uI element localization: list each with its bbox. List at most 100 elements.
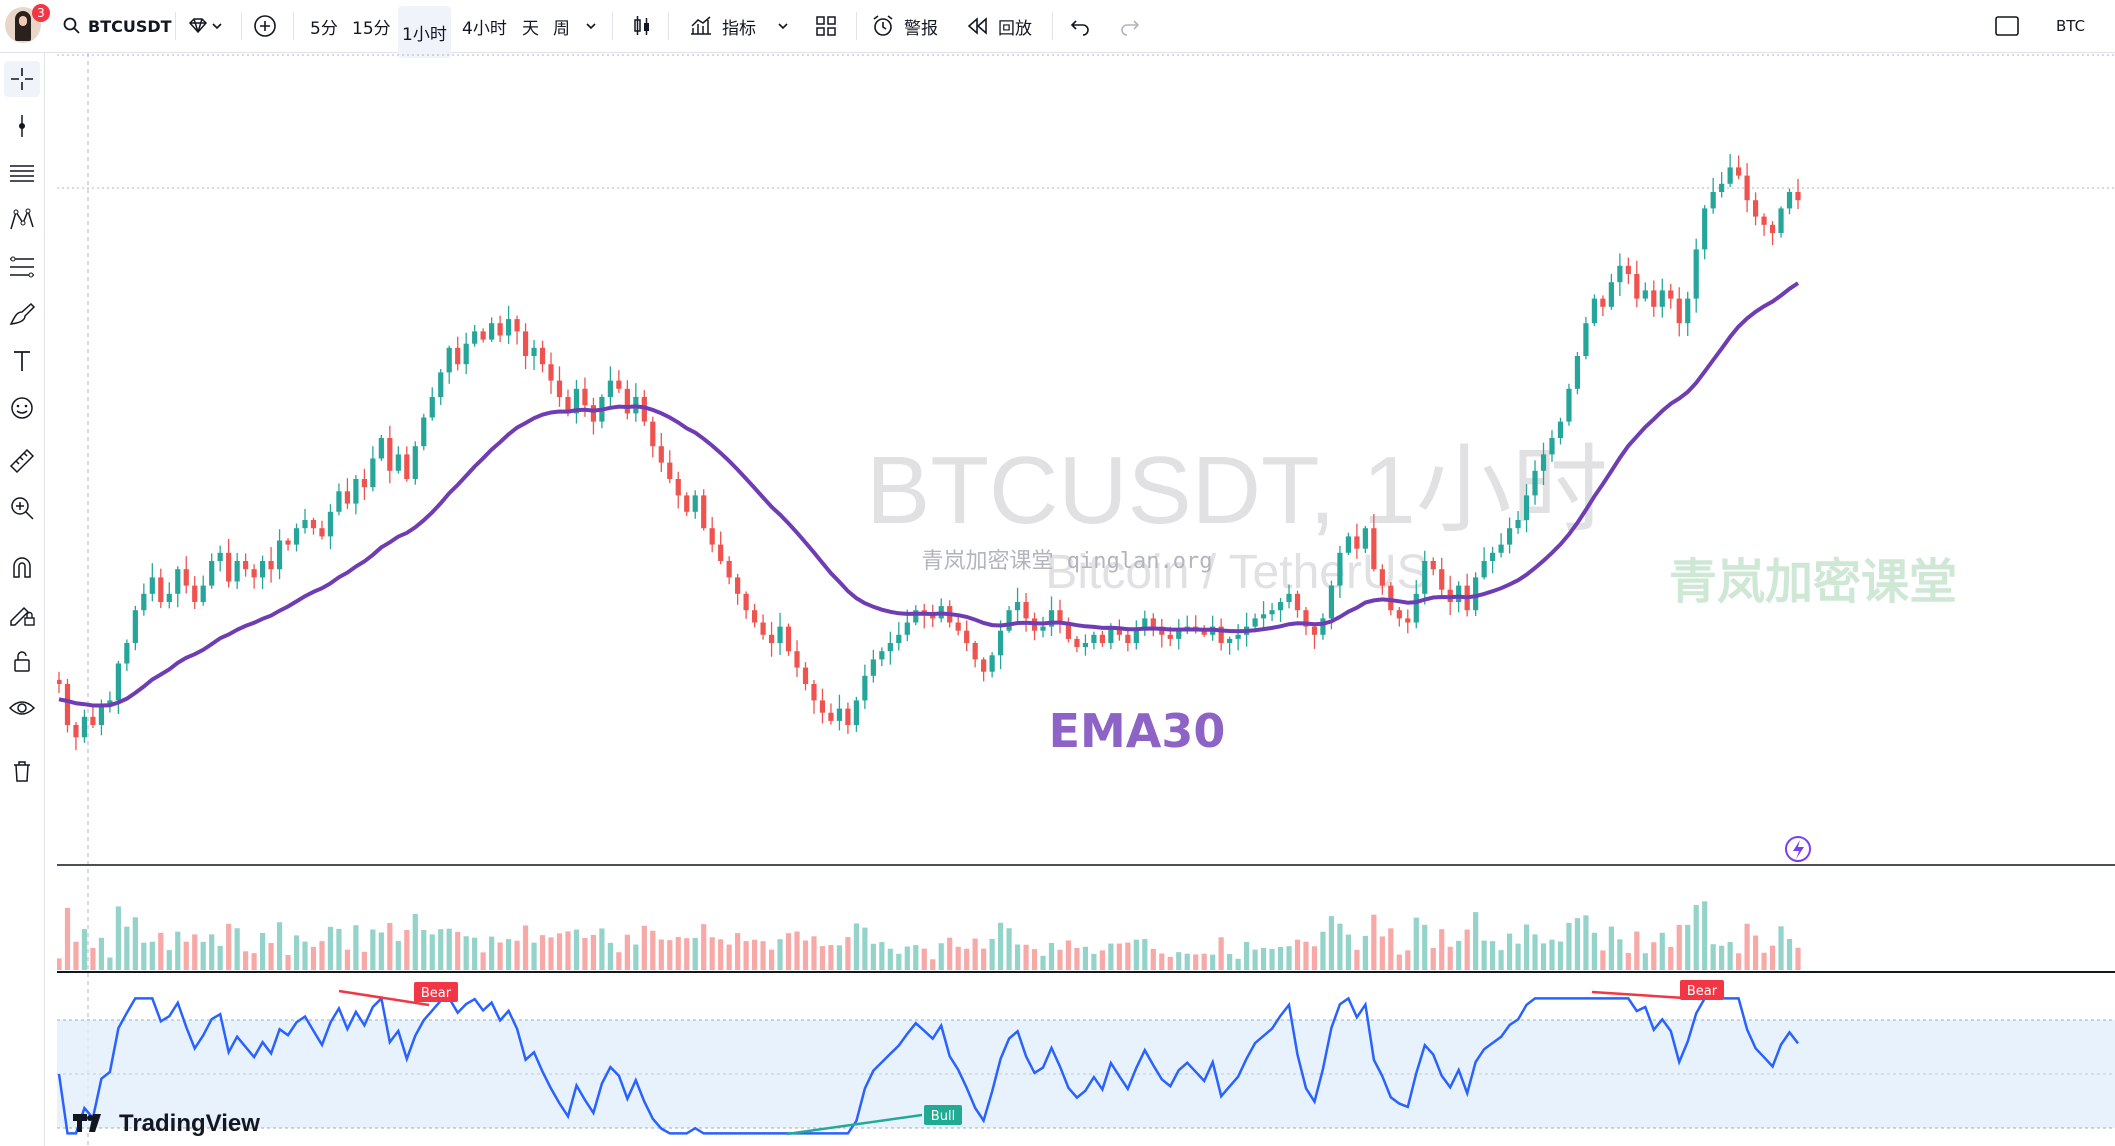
ruler-tool[interactable] bbox=[4, 443, 40, 479]
watermark-title: BTCUSDT, 1小时 bbox=[866, 437, 1607, 544]
candle-body bbox=[124, 643, 130, 664]
volume-bar bbox=[1540, 943, 1547, 970]
pattern-tool[interactable] bbox=[4, 202, 40, 238]
volume-bar bbox=[243, 951, 249, 970]
candle-body bbox=[446, 347, 452, 373]
undo-icon bbox=[1070, 20, 1089, 36]
timeframe-5m[interactable]: 5分 bbox=[310, 18, 338, 39]
visibility-tool[interactable] bbox=[4, 690, 40, 726]
volume-bar bbox=[1006, 928, 1012, 970]
candle-body bbox=[192, 585, 198, 602]
volume-bar bbox=[1150, 948, 1156, 970]
timeframe-day[interactable]: 天 bbox=[522, 18, 539, 39]
candle-body bbox=[1702, 208, 1708, 250]
text-tool[interactable] bbox=[4, 343, 40, 379]
volume-bar bbox=[1260, 947, 1267, 970]
tradingview-logo[interactable]: TradingView bbox=[73, 1110, 260, 1137]
candle-body bbox=[387, 438, 393, 471]
candle-body bbox=[726, 561, 732, 578]
candle-body bbox=[234, 561, 240, 582]
volume-bar bbox=[1659, 932, 1665, 970]
volume-bar bbox=[421, 929, 427, 970]
cursor-tool[interactable] bbox=[4, 108, 40, 144]
candle-body bbox=[1379, 569, 1385, 586]
undo-button[interactable] bbox=[1068, 0, 1092, 52]
indicators-button[interactable]: 指标 bbox=[688, 0, 790, 52]
candle-body bbox=[1108, 626, 1114, 643]
emoji-tool[interactable] bbox=[4, 390, 40, 426]
candle-body bbox=[539, 347, 546, 365]
tradingview-text: TradingView bbox=[119, 1110, 260, 1137]
search-icon bbox=[63, 17, 80, 34]
volume-bar bbox=[336, 928, 342, 970]
candle-body bbox=[1218, 626, 1224, 643]
candle-body bbox=[1065, 622, 1072, 639]
candle-body bbox=[327, 511, 334, 537]
candle-body bbox=[743, 593, 749, 611]
candle-body bbox=[1710, 192, 1716, 209]
candle-body bbox=[1786, 192, 1793, 209]
volume-bar bbox=[1371, 914, 1377, 970]
candle-body bbox=[344, 491, 351, 504]
candle-body bbox=[429, 397, 435, 418]
redo-button[interactable] bbox=[1118, 0, 1142, 52]
lightning-icon[interactable] bbox=[1785, 836, 1811, 862]
crosshair-tool[interactable] bbox=[4, 61, 40, 97]
timeframe-4h[interactable]: 4小时 bbox=[462, 18, 507, 39]
timeframe-1h[interactable]: 1小时 bbox=[398, 6, 451, 58]
chart-area[interactable]: BTCUSDT, 1小时 Bitcoin / TetherUS 青岚加密课堂 q… bbox=[57, 53, 2115, 1146]
compare-button[interactable] bbox=[252, 0, 278, 52]
volume-bar bbox=[1099, 950, 1105, 970]
candle-body bbox=[472, 331, 478, 344]
candle-body bbox=[548, 364, 554, 381]
fib-tool[interactable] bbox=[4, 249, 40, 285]
brush-tool[interactable] bbox=[4, 296, 40, 332]
volume-bar bbox=[259, 932, 266, 970]
candle-body bbox=[1362, 528, 1368, 549]
drawing-toolbar bbox=[0, 53, 45, 1146]
candle-body bbox=[1515, 520, 1521, 529]
candle-body bbox=[616, 380, 622, 389]
volume-bar bbox=[438, 929, 444, 970]
currency-label[interactable]: BTC bbox=[2056, 17, 2086, 35]
candle-body bbox=[395, 454, 401, 471]
volume-bar bbox=[870, 943, 876, 970]
symbol-search[interactable]: BTCUSDT bbox=[62, 0, 172, 52]
bear-divergence-line-1 bbox=[338, 989, 430, 1007]
volume-bar bbox=[1413, 917, 1419, 970]
layout-button[interactable] bbox=[814, 0, 838, 52]
trash-tool[interactable] bbox=[4, 753, 40, 789]
fullscreen-button[interactable] bbox=[1994, 0, 2020, 52]
candle-body bbox=[1345, 536, 1352, 553]
timeframe-week[interactable]: 周 bbox=[553, 18, 570, 39]
volume-bar bbox=[1617, 939, 1623, 970]
chart-type-button[interactable] bbox=[630, 0, 654, 52]
magnet-tool[interactable] bbox=[4, 549, 40, 585]
magnet-icon bbox=[13, 557, 31, 578]
lock-drawing-tool[interactable] bbox=[4, 596, 40, 632]
volume-bar bbox=[964, 948, 970, 970]
timeframe-dropdown[interactable] bbox=[584, 0, 598, 52]
alert-button[interactable]: 警报 bbox=[870, 0, 938, 52]
trendline-tool[interactable] bbox=[4, 155, 40, 191]
volume-bar bbox=[166, 950, 172, 970]
candle-body bbox=[1481, 561, 1487, 578]
timeframe-15m[interactable]: 15分 bbox=[352, 18, 391, 39]
volume-bar bbox=[73, 941, 79, 970]
volume-bar bbox=[981, 948, 987, 970]
replay-button[interactable]: 回放 bbox=[966, 0, 1032, 52]
zoom-tool[interactable] bbox=[4, 490, 40, 526]
volume-bar bbox=[209, 934, 215, 970]
candle-body bbox=[760, 622, 766, 635]
volume-bar bbox=[183, 941, 189, 970]
symbol-type-dropdown[interactable] bbox=[186, 0, 224, 52]
volume-bar bbox=[565, 931, 571, 970]
volume-bar bbox=[1736, 953, 1742, 970]
candle-body bbox=[887, 643, 893, 652]
lock-tool[interactable] bbox=[4, 643, 40, 679]
candle-body bbox=[1320, 618, 1326, 635]
candle-body bbox=[930, 614, 936, 619]
candle-body bbox=[276, 540, 283, 570]
diamond-icon bbox=[188, 18, 208, 34]
chart-canvas[interactable]: BTCUSDT, 1小时 Bitcoin / TetherUS 青岚加密课堂 q… bbox=[57, 53, 2115, 1146]
